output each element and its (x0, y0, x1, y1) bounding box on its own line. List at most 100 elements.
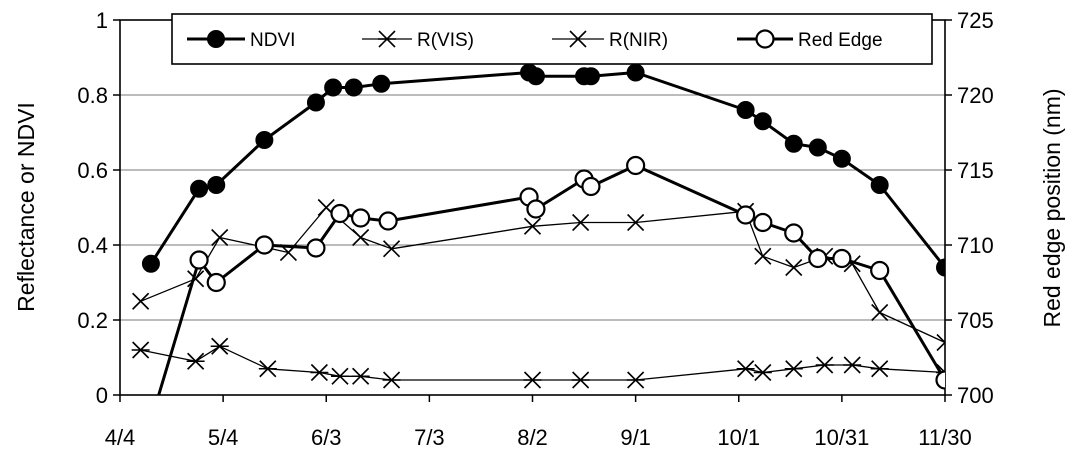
data-point (207, 176, 226, 194)
data-point (139, 424, 156, 441)
data-point (351, 367, 370, 385)
data-point (784, 223, 804, 243)
legend-item: NDVI (187, 30, 295, 51)
right-tick-label: 705 (957, 308, 994, 333)
data-point (753, 212, 773, 233)
right-tick-label: 700 (957, 383, 994, 408)
data-point (627, 213, 645, 232)
data-point (870, 360, 889, 378)
series-line (140, 206, 945, 344)
data-point (808, 248, 828, 269)
data-point (344, 78, 363, 97)
data-point (210, 337, 229, 355)
right-tick-label: 725 (957, 8, 994, 33)
data-point (870, 260, 890, 281)
right-tick-label: 720 (957, 83, 994, 108)
data-point (832, 149, 851, 168)
left-tick-label: 0.4 (77, 233, 108, 258)
legend-marker (755, 29, 775, 49)
left-axis-title: Reflectance or NDVI (13, 102, 39, 312)
data-point (581, 67, 600, 86)
data-point (736, 360, 755, 378)
right-tick-label: 715 (957, 158, 994, 183)
data-point (815, 356, 834, 374)
series-ndvi (141, 63, 945, 277)
data-point (206, 272, 226, 293)
legend-marker (207, 30, 225, 48)
data-point (523, 217, 542, 235)
series-red-edge (139, 155, 945, 441)
data-point (331, 367, 349, 385)
data-point (352, 228, 370, 247)
legend-marker (378, 30, 396, 48)
data-point (378, 211, 398, 231)
data-point (936, 333, 945, 352)
x-tick-label: 11/30 (918, 425, 971, 450)
x-tick-label: 8/2 (517, 425, 548, 450)
x-tick-label: 4/4 (105, 425, 136, 450)
data-point (131, 341, 150, 359)
series-r-nir (132, 198, 945, 352)
series-r-vis (131, 337, 945, 389)
legend-label: R(NIR) (609, 30, 668, 51)
series-layer (131, 63, 945, 441)
data-point (572, 213, 590, 232)
data-point (132, 292, 150, 310)
left-tick-label: 0 (96, 383, 108, 408)
data-point (832, 248, 852, 269)
data-point (372, 74, 391, 93)
data-point (306, 238, 326, 258)
data-point (187, 270, 205, 288)
right-axis-title: Red edge position (nm) (1039, 88, 1065, 327)
series-line (157, 164, 945, 395)
data-point (254, 235, 274, 255)
data-point (581, 176, 601, 197)
data-point (190, 179, 209, 198)
data-point (189, 250, 209, 270)
data-point (255, 131, 274, 149)
data-point (523, 371, 542, 389)
data-point (526, 199, 546, 219)
data-point (186, 352, 205, 370)
x-tick-label: 9/1 (620, 425, 651, 450)
data-point (754, 247, 772, 265)
legend-item: R(VIS) (362, 30, 474, 51)
data-point (211, 228, 229, 247)
data-point (571, 371, 590, 389)
x-tick-label: 10/31 (814, 425, 869, 450)
data-point (351, 208, 371, 228)
data-point (843, 356, 862, 374)
data-point (382, 240, 401, 258)
x-tick-label: 5/4 (208, 425, 239, 450)
data-point (526, 67, 545, 86)
data-point (141, 254, 160, 273)
left-tick-label: 1 (96, 8, 108, 33)
right-axis-ticks: 700 705 710 715 720 725 (945, 8, 994, 408)
left-axis-ticks: 0 0.2 0.4 0.6 0.8 1 (77, 8, 120, 408)
legend-marker (569, 30, 587, 48)
data-point (306, 93, 325, 112)
left-tick-label: 0.2 (77, 308, 108, 333)
legend: NDVI R(VIS) R(NIR) Red Edge (171, 13, 933, 65)
x-tick-label: 6/3 (311, 425, 342, 450)
data-point (736, 205, 756, 225)
data-point (626, 371, 645, 389)
data-point (258, 360, 277, 378)
data-point (626, 63, 645, 82)
right-tick-label: 710 (957, 233, 994, 258)
legend-item: R(NIR) (552, 30, 668, 51)
x-tick-label: 7/3 (414, 425, 445, 450)
data-point (935, 370, 945, 390)
data-point (736, 101, 755, 119)
legend-label: Red Edge (798, 30, 883, 51)
left-tick-label: 0.6 (77, 158, 108, 183)
x-tick-label: 10/1 (717, 425, 760, 450)
x-axis-ticks: 4/4 5/4 6/3 7/3 8/2 9/1 10/1 10/31 11/30 (105, 395, 972, 450)
data-point (870, 176, 889, 194)
data-point (936, 258, 945, 277)
data-point (753, 363, 772, 382)
data-point (310, 363, 329, 382)
data-point (784, 134, 803, 153)
legend-label: R(VIS) (417, 30, 474, 51)
